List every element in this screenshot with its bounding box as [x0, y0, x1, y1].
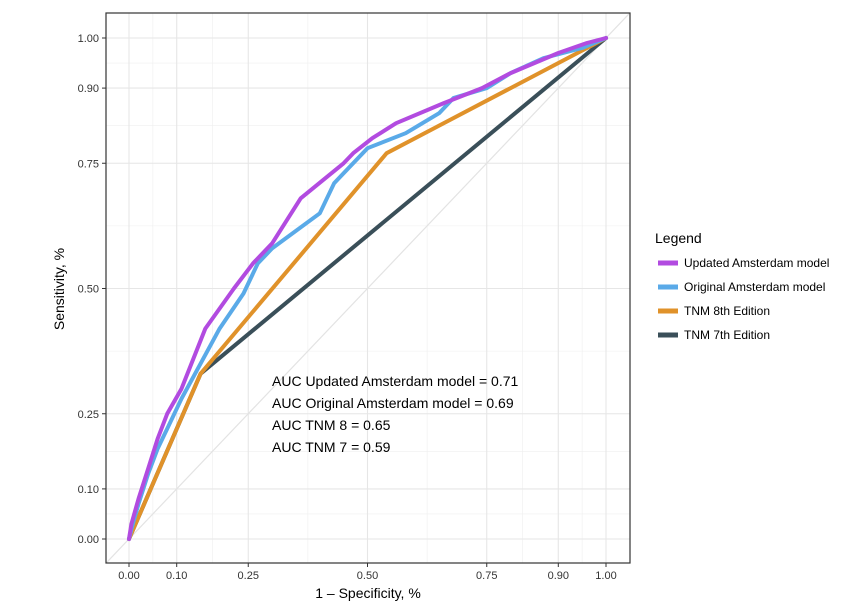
auc-annotation-original: AUC Original Amsterdam model = 0.69: [272, 395, 514, 411]
y-tick-label: 0.00: [78, 534, 99, 546]
legend-label: TNM 8th Edition: [684, 304, 770, 318]
y-axis-ticks: 0.00 0.10 0.25 0.50 0.75 0.90 1.00: [78, 33, 106, 546]
series-line-tnm-8th-edition: [127, 36, 608, 541]
y-axis-title: Sensitivity, %: [51, 248, 67, 330]
y-tick-label: 0.75: [78, 158, 99, 170]
legend-label: Updated Amsterdam model: [684, 256, 829, 270]
legend-items: Updated Amsterdam model Original Amsterda…: [658, 256, 829, 342]
x-axis-title: 1 – Specificity, %: [315, 585, 421, 601]
legend-title: Legend: [655, 230, 702, 246]
y-tick-label: 0.10: [78, 484, 99, 496]
auc-annotation-tnm7: AUC TNM 7 = 0.59: [272, 439, 391, 455]
x-tick-label: 0.90: [548, 570, 569, 582]
series-line-updated-amsterdam-model: [127, 36, 608, 541]
x-tick-label: 0.00: [118, 570, 139, 582]
x-tick-label: 0.25: [238, 570, 259, 582]
x-tick-label: 0.10: [166, 570, 187, 582]
x-tick-label: 0.50: [357, 570, 378, 582]
y-tick-label: 0.90: [78, 83, 99, 95]
y-tick-label: 0.50: [78, 284, 99, 296]
reference-diagonal: [105, 12, 631, 564]
legend-label: Original Amsterdam model: [684, 280, 825, 294]
series-layer: [127, 36, 608, 541]
legend: Legend Updated Amsterdam model Original A…: [655, 230, 829, 342]
legend-label: TNM 7th Edition: [684, 328, 770, 342]
x-tick-label: 0.75: [476, 570, 497, 582]
auc-annotation-tnm8: AUC TNM 8 = 0.65: [272, 417, 391, 433]
auc-annotation-updated: AUC Updated Amsterdam model = 0.71: [272, 373, 519, 389]
y-tick-label: 0.25: [78, 409, 99, 421]
y-tick-label: 1.00: [78, 33, 99, 45]
x-tick-label: 1.00: [595, 570, 616, 582]
x-axis-ticks: 0.00 0.10 0.25 0.50 0.75 0.90 1.00: [118, 563, 617, 582]
